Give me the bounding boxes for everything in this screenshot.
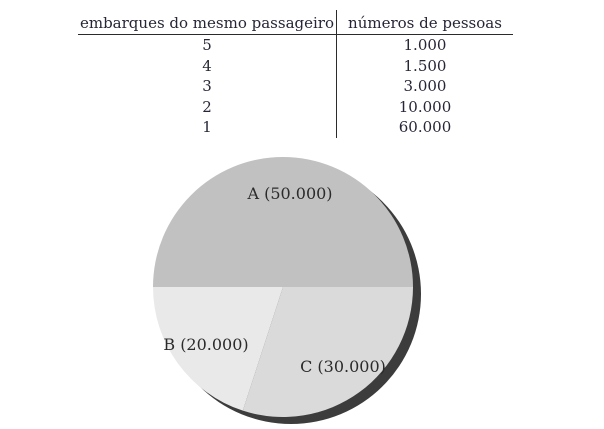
cell-embarques: 5 — [78, 34, 337, 56]
table-row: 3 3.000 — [78, 76, 513, 97]
cell-pessoas: 1.500 — [403, 56, 447, 75]
pie-slice-c — [242, 287, 413, 418]
pie-label-a: A (50.000) — [246, 184, 332, 203]
pie-label-b: B (20.000) — [163, 335, 248, 354]
cell-embarques: 3 — [78, 76, 337, 97]
table-row: 2 10.000 — [78, 96, 513, 117]
pie-label-c: C (30.000) — [300, 357, 386, 376]
table-header-pessoas: números de pessoas — [336, 10, 513, 35]
cell-embarques: 1 — [78, 117, 337, 138]
table-row: 5 1.000 — [78, 34, 513, 56]
table-header-embarques: embarques do mesmo passageiro — [78, 10, 337, 35]
pie-slice-a — [153, 157, 413, 287]
boardings-table: embarques do mesmo passageiro números de… — [78, 10, 513, 138]
table-header-row: embarques do mesmo passageiro números de… — [78, 10, 513, 35]
table-body: 5 1.000 4 1.500 3 3.000 2 10.000 1 60.000 — [78, 34, 513, 138]
cell-pessoas: 1.000 — [403, 36, 447, 55]
cell-pessoas: 10.000 — [398, 97, 452, 116]
table-row: 4 1.500 — [78, 55, 513, 76]
table-row: 1 60.000 — [78, 117, 513, 138]
pie-slice-b — [153, 287, 283, 411]
cell-embarques: 4 — [78, 55, 337, 76]
cell-pessoas: 3.000 — [403, 77, 447, 96]
cell-pessoas: 60.000 — [398, 118, 452, 137]
cell-embarques: 2 — [78, 96, 337, 117]
